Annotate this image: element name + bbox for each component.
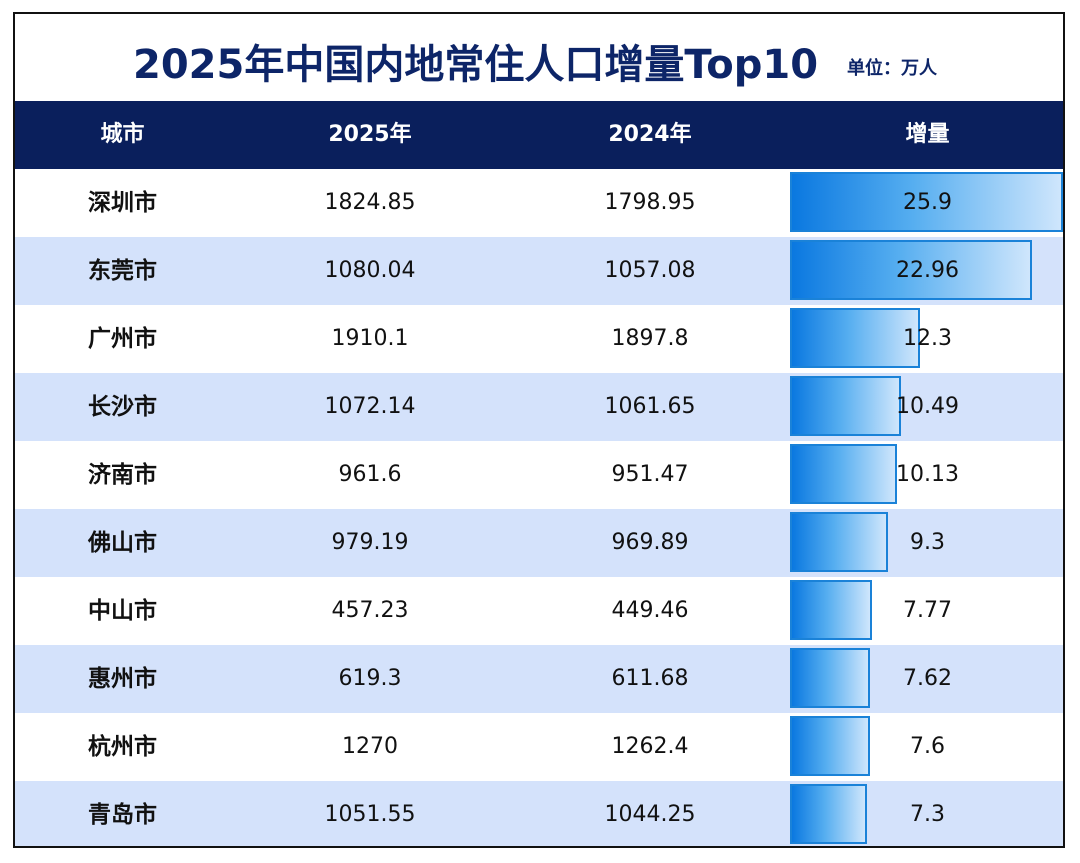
city-cell: 济南市 [88, 462, 157, 488]
value-2024-cell: 1061.65 [604, 394, 696, 419]
table-frame: 2025年中国内地常住人口增量Top10 单位：万人 城市 2025年 2024… [13, 12, 1065, 848]
value-2025-cell: 1072.14 [324, 394, 416, 419]
value-2024-cell: 951.47 [611, 462, 689, 487]
city-cell: 惠州市 [88, 666, 157, 692]
value-2024-cell: 969.89 [611, 530, 689, 555]
value-2024-cell: 1262.4 [611, 734, 689, 759]
value-2025-cell: 457.23 [331, 598, 409, 623]
table-row: 广州市 1910.1 1897.8 12.3 [15, 305, 1063, 373]
table-row: 长沙市 1072.14 1061.65 10.49 [15, 373, 1063, 441]
city-cell: 广州市 [88, 326, 157, 352]
table-row: 东莞市 1080.04 1057.08 22.96 [15, 237, 1063, 305]
increase-cell: 22.96 [896, 258, 959, 283]
value-2024-cell: 1057.08 [604, 258, 696, 283]
increase-cell: 7.62 [903, 666, 952, 691]
increase-cell: 25.9 [903, 190, 952, 215]
increase-bar [790, 784, 867, 844]
increase-bar [790, 444, 897, 504]
city-cell: 佛山市 [88, 530, 157, 556]
increase-bar [790, 376, 901, 436]
table-row: 青岛市 1051.55 1044.25 7.3 [15, 781, 1063, 846]
value-2024-cell: 1798.95 [604, 190, 696, 215]
increase-cell: 7.6 [910, 734, 945, 759]
increase-cell: 10.13 [896, 462, 959, 487]
increase-bar [790, 580, 872, 640]
value-2024-cell: 449.46 [611, 598, 689, 623]
increase-cell: 12.3 [903, 326, 952, 351]
title-bar: 2025年中国内地常住人口增量Top10 单位：万人 [15, 14, 1063, 102]
increase-bar [790, 648, 870, 708]
table-row: 中山市 457.23 449.46 7.77 [15, 577, 1063, 645]
increase-bar [790, 512, 888, 572]
value-2025-cell: 1270 [342, 734, 398, 759]
value-2024-cell: 1044.25 [604, 802, 696, 827]
value-2025-cell: 979.19 [331, 530, 409, 555]
value-2024-cell: 1897.8 [611, 326, 689, 351]
increase-bar [790, 716, 870, 776]
table-row: 济南市 961.6 951.47 10.13 [15, 441, 1063, 509]
city-cell: 中山市 [88, 598, 157, 624]
increase-bar [790, 172, 1063, 232]
increase-cell: 9.3 [910, 530, 945, 555]
value-2025-cell: 1910.1 [331, 326, 409, 351]
unit-label: 单位：万人 [847, 58, 937, 79]
table-row: 杭州市 1270 1262.4 7.6 [15, 713, 1063, 781]
increase-bar [790, 308, 920, 368]
header-2024: 2024年 [608, 122, 692, 147]
increase-cell: 7.3 [910, 802, 945, 827]
value-2025-cell: 1051.55 [324, 802, 416, 827]
table-row: 佛山市 979.19 969.89 9.3 [15, 509, 1063, 577]
value-2025-cell: 961.6 [338, 462, 402, 487]
value-2025-cell: 1824.85 [324, 190, 416, 215]
header-city: 城市 [100, 122, 145, 147]
city-cell: 青岛市 [88, 802, 157, 828]
table-row: 深圳市 1824.85 1798.95 25.9 [15, 169, 1063, 237]
city-cell: 长沙市 [88, 394, 157, 420]
value-2024-cell: 611.68 [611, 666, 689, 691]
increase-cell: 10.49 [896, 394, 959, 419]
increase-cell: 7.77 [903, 598, 952, 623]
table-header: 城市 2025年 2024年 增量 [15, 101, 1063, 169]
table-row: 惠州市 619.3 611.68 7.62 [15, 645, 1063, 713]
header-increase: 增量 [905, 122, 950, 147]
increase-bar [790, 240, 1032, 300]
city-cell: 东莞市 [88, 258, 157, 284]
header-2025: 2025年 [328, 122, 412, 147]
value-2025-cell: 1080.04 [324, 258, 416, 283]
chart-title: 2025年中国内地常住人口增量Top10 [133, 42, 819, 88]
city-cell: 深圳市 [88, 190, 157, 216]
city-cell: 杭州市 [88, 734, 157, 760]
value-2025-cell: 619.3 [338, 666, 402, 691]
